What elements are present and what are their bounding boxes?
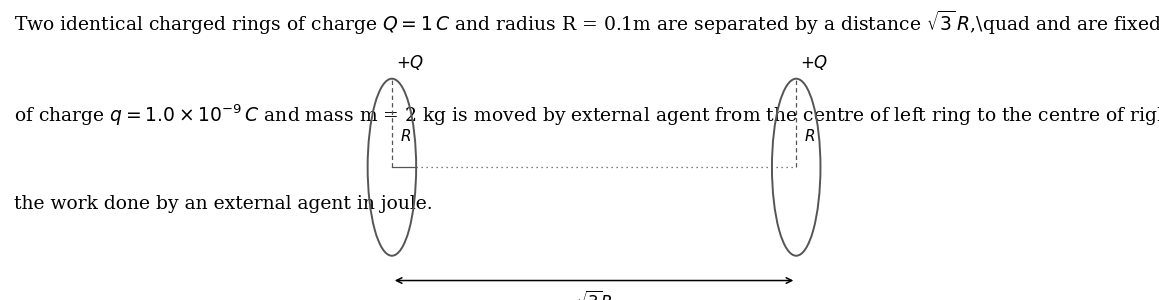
Text: of charge $q=1.0\times10^{-9}\,C$ and mass m = 2 kg is moved by external agent f: of charge $q=1.0\times10^{-9}\,C$ and ma… [14,102,1159,128]
Text: $+Q$: $+Q$ [396,52,424,72]
Text: $R$: $R$ [804,128,816,144]
Text: $R$: $R$ [400,128,411,144]
Text: $+Q$: $+Q$ [800,52,829,72]
Text: Two identical charged rings of charge $Q=1\,C$ and radius R = 0.1m are separated: Two identical charged rings of charge $Q… [14,9,1159,37]
Text: the work done by an external agent in joule.: the work done by an external agent in jo… [14,195,432,213]
Text: $\sqrt{3}R$: $\sqrt{3}R$ [576,291,612,300]
